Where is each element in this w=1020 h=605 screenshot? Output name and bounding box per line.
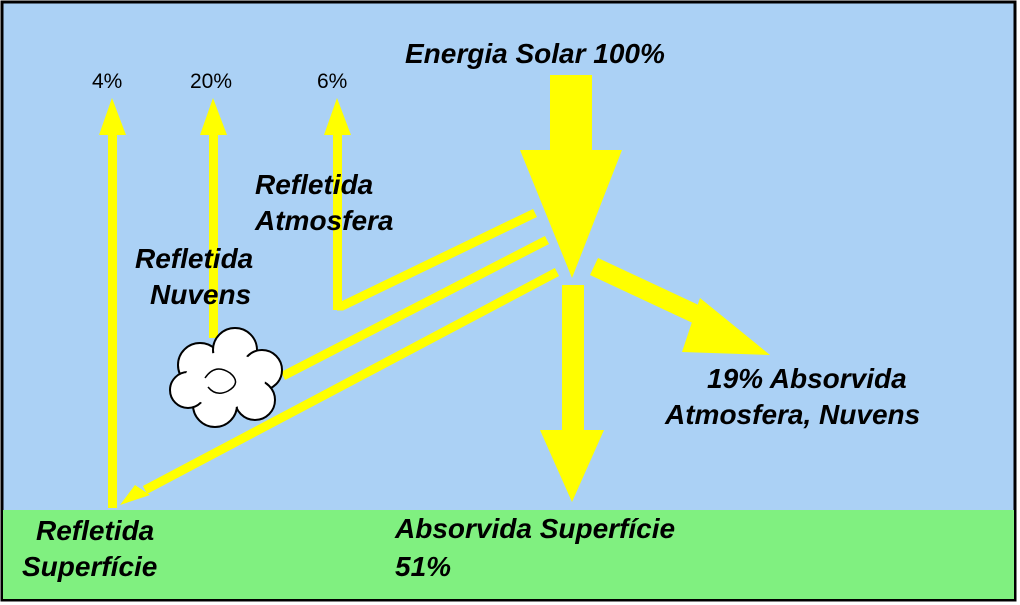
solar-shaft	[550, 75, 592, 153]
percent: 20%	[190, 70, 232, 93]
label: Superfície	[22, 551, 157, 582]
label: Nuvens	[150, 279, 251, 310]
label: Atmosfera, Nuvens	[664, 399, 920, 430]
label: Refletida	[135, 243, 253, 274]
percent: 4%	[92, 70, 122, 93]
label: Atmosfera	[254, 205, 393, 236]
label: 51%	[395, 551, 451, 582]
percent: 6%	[317, 70, 347, 93]
title: Energia Solar 100%	[405, 38, 665, 69]
label: 19% Absorvida	[707, 363, 907, 394]
label: Refletida	[255, 169, 373, 200]
diagram: Energia Solar 100% 4% 20% 6% Refletida A…	[0, 0, 1020, 605]
surface-shaft	[562, 285, 584, 433]
up-4	[108, 130, 117, 508]
label: Absorvida Superfície	[394, 513, 675, 544]
label: Refletida	[36, 515, 154, 546]
